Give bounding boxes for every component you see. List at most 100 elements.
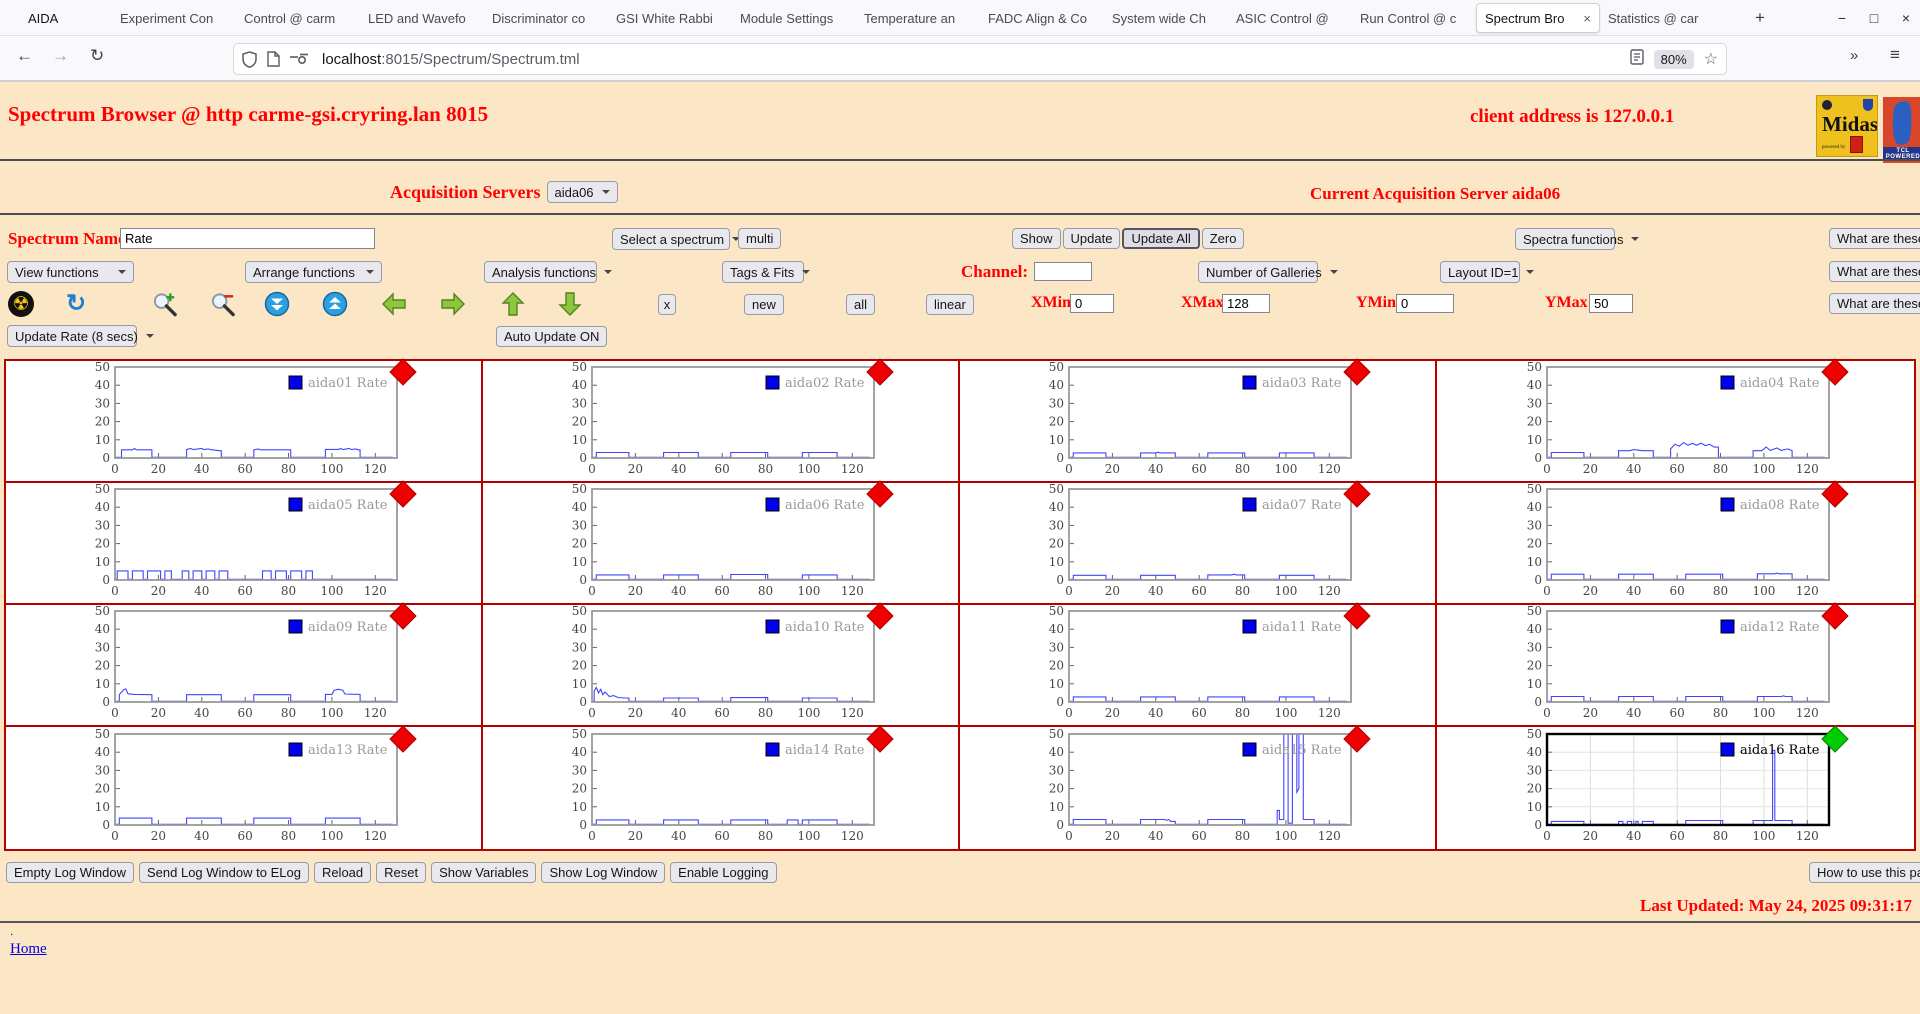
refresh-icon[interactable]: ↻ — [65, 290, 87, 317]
select-spectrum-dropdown[interactable]: Select a spectrum — [612, 228, 730, 250]
spectrum-plot-aida06[interactable]: 0 10 20 30 40 50 0 20 40 60 80 100 120 aida06 Rate — [556, 480, 894, 601]
tab-led-and-wavefo[interactable]: LED and Wavefo — [360, 3, 484, 33]
gallery-cell-aida11[interactable]: 0 10 20 30 40 50 0 20 40 60 80 100 120 aida11 Rate — [960, 602, 1437, 727]
show-log-window-button[interactable]: Show Log Window — [541, 862, 666, 883]
url-bar[interactable]: localhost:8015/Spectrum/Spectrum.tml 80%… — [233, 43, 1727, 75]
xmax-input[interactable] — [1222, 294, 1270, 313]
spectrum-name-input[interactable] — [120, 228, 375, 249]
show-button[interactable]: Show — [1012, 228, 1061, 249]
permissions-icon[interactable] — [290, 53, 308, 65]
reload-button[interactable]: Reload — [313, 862, 372, 883]
xmin-input[interactable] — [1070, 294, 1114, 313]
tab-module-settings[interactable]: Module Settings — [732, 3, 856, 33]
spectrum-plot-aida16[interactable]: 0 10 20 30 40 50 0 20 40 60 80 100 120 aida16 Rate — [1511, 725, 1849, 846]
number-of-galleries-dropdown[interactable]: Number of Galleries — [1198, 261, 1322, 283]
tab-discriminator-co[interactable]: Discriminator co — [484, 3, 608, 33]
multi-button[interactable]: multi — [738, 228, 782, 249]
scroll-down-icon[interactable] — [264, 291, 290, 317]
hamburger-menu-icon[interactable]: ≡ — [1890, 45, 1900, 64]
gallery-cell-aida09[interactable]: 0 10 20 30 40 50 0 20 40 60 80 100 120 aida09 Rate — [6, 602, 483, 727]
gallery-cell-aida05[interactable]: 0 10 20 30 40 50 0 20 40 60 80 100 120 aida05 Rate — [6, 480, 483, 605]
gallery-cell-aida08[interactable]: 0 10 20 30 40 50 0 20 40 60 80 100 120 aida08 Rate — [1437, 480, 1914, 605]
analysis-functions-dropdown[interactable]: Analysis functions — [484, 261, 597, 283]
arrange-functions-dropdown[interactable]: Arrange functions — [245, 261, 382, 283]
gallery-cell-aida04[interactable]: 0 10 20 30 40 50 0 20 40 60 80 100 120 aida04 Rate — [1437, 358, 1914, 483]
maximize-icon[interactable]: □ — [1869, 10, 1879, 26]
new-tab-button[interactable]: + — [1755, 8, 1765, 27]
gallery-cell-aida02[interactable]: 0 10 20 30 40 50 0 20 40 60 80 100 120 aida02 Rate — [483, 358, 960, 483]
spectrum-plot-aida15[interactable]: 0 10 20 30 40 50 0 20 40 60 80 100 120 aida15 Rate — [1033, 725, 1371, 846]
spectrum-plot-aida04[interactable]: 0 10 20 30 40 50 0 20 40 60 80 100 120 aida04 Rate — [1511, 358, 1849, 479]
ymax-input[interactable] — [1589, 294, 1633, 313]
empty-log-window-button[interactable]: Empty Log Window — [6, 862, 134, 883]
reload-icon[interactable]: ↻ — [90, 46, 105, 65]
minimize-icon[interactable]: − — [1837, 10, 1847, 26]
arrow-right-icon[interactable] — [440, 291, 466, 317]
tags-fits-dropdown[interactable]: Tags & Fits — [722, 261, 804, 283]
what-are-these-button-1[interactable]: What are these? — [1829, 228, 1920, 249]
show-variables-button[interactable]: Show Variables — [431, 862, 537, 883]
gallery-cell-aida16[interactable]: 0 10 20 30 40 50 0 20 40 60 80 100 120 aida16 Rate — [1437, 725, 1914, 849]
update-all-button[interactable]: Update All — [1122, 228, 1200, 249]
linear-button[interactable]: linear — [926, 294, 974, 315]
forward-icon[interactable]: → — [52, 46, 69, 65]
gallery-cell-aida07[interactable]: 0 10 20 30 40 50 0 20 40 60 80 100 120 aida07 Rate — [960, 480, 1437, 605]
gallery-cell-aida03[interactable]: 0 10 20 30 40 50 0 20 40 60 80 100 120 aida03 Rate — [960, 358, 1437, 483]
gallery-cell-aida15[interactable]: 0 10 20 30 40 50 0 20 40 60 80 100 120 aida15 Rate — [960, 725, 1437, 849]
how-to-use-button[interactable]: How to use this page — [1809, 862, 1920, 883]
tab-asic-control[interactable]: ASIC Control @ — [1228, 3, 1352, 33]
spectrum-plot-aida02[interactable]: 0 10 20 30 40 50 0 20 40 60 80 100 120 aida02 Rate — [556, 358, 894, 479]
gallery-cell-aida01[interactable]: 0 10 20 30 40 50 0 20 40 60 80 100 120 aida01 Rate — [6, 358, 483, 483]
layout-id-dropdown[interactable]: Layout ID=1 — [1440, 261, 1520, 283]
zoom-in-icon[interactable] — [152, 291, 178, 317]
zoom-out-icon[interactable] — [210, 291, 236, 317]
gallery-cell-aida06[interactable]: 0 10 20 30 40 50 0 20 40 60 80 100 120 aida06 Rate — [483, 480, 960, 605]
what-are-these-button-2[interactable]: What are these? — [1829, 261, 1920, 282]
spectrum-plot-aida10[interactable]: 0 10 20 30 40 50 0 20 40 60 80 100 120 aida10 Rate — [556, 602, 894, 723]
arrow-up-icon[interactable] — [500, 291, 526, 317]
all-button[interactable]: all — [846, 294, 876, 315]
new-button[interactable]: new — [744, 294, 784, 315]
spectrum-plot-aida13[interactable]: 0 10 20 30 40 50 0 20 40 60 80 100 120 aida13 Rate — [79, 725, 417, 846]
tab-fadc-align-co[interactable]: FADC Align & Co — [980, 3, 1104, 33]
overflow-menu-icon[interactable]: » — [1850, 47, 1858, 64]
spectrum-plot-aida12[interactable]: 0 10 20 30 40 50 0 20 40 60 80 100 120 aida12 Rate — [1511, 602, 1849, 723]
tab-control-carm[interactable]: Control @ carm — [236, 3, 360, 33]
spectra-functions-dropdown[interactable]: Spectra functions — [1515, 228, 1623, 250]
spectrum-plot-aida05[interactable]: 0 10 20 30 40 50 0 20 40 60 80 100 120 aida05 Rate — [79, 480, 417, 601]
tab-statistics-car[interactable]: Statistics @ car — [1600, 3, 1724, 33]
home-link[interactable]: Home — [10, 941, 47, 957]
spectrum-plot-aida08[interactable]: 0 10 20 30 40 50 0 20 40 60 80 100 120 aida08 Rate — [1511, 480, 1849, 601]
spectrum-plot-aida11[interactable]: 0 10 20 30 40 50 0 20 40 60 80 100 120 aida11 Rate — [1033, 602, 1371, 723]
tab-experiment-con[interactable]: Experiment Con — [112, 3, 236, 33]
send-log-window-to-elog-button[interactable]: Send Log Window to ELog — [139, 862, 309, 883]
midas-logo[interactable]: Midas powered by — [1816, 95, 1878, 157]
gallery-cell-aida13[interactable]: 0 10 20 30 40 50 0 20 40 60 80 100 120 aida13 Rate — [6, 725, 483, 849]
x-button[interactable]: x — [658, 294, 676, 315]
arrow-down-icon[interactable] — [557, 291, 583, 317]
tab-temperature-an[interactable]: Temperature an — [856, 3, 980, 33]
gallery-cell-aida14[interactable]: 0 10 20 30 40 50 0 20 40 60 80 100 120 aida14 Rate — [483, 725, 960, 849]
tab-system-wide-ch[interactable]: System wide Ch — [1104, 3, 1228, 33]
zero-button[interactable]: Zero — [1201, 228, 1245, 249]
spectrum-plot-aida09[interactable]: 0 10 20 30 40 50 0 20 40 60 80 100 120 aida09 Rate — [79, 602, 417, 723]
tab-run-control-c[interactable]: Run Control @ c — [1352, 3, 1476, 33]
spectrum-plot-aida01[interactable]: 0 10 20 30 40 50 0 20 40 60 80 100 120 aida01 Rate — [79, 358, 417, 479]
tab-close-icon[interactable]: × — [1583, 10, 1591, 26]
close-icon[interactable]: × — [1901, 10, 1911, 26]
enable-logging-button[interactable]: Enable Logging — [670, 862, 777, 883]
tab-spectrum-bro[interactable]: Spectrum Bro × — [1476, 3, 1600, 33]
reader-mode-icon[interactable] — [1629, 48, 1644, 70]
what-are-these-button-3[interactable]: What are these? — [1829, 293, 1920, 314]
spectrum-plot-aida03[interactable]: 0 10 20 30 40 50 0 20 40 60 80 100 120 aida03 Rate — [1033, 358, 1371, 479]
update-button[interactable]: Update — [1062, 228, 1121, 249]
radiation-icon[interactable]: ☢ — [8, 291, 34, 317]
channel-input[interactable] — [1034, 262, 1092, 281]
view-functions-dropdown[interactable]: View functions — [7, 261, 134, 283]
acquisition-server-select[interactable]: aida06 — [546, 181, 618, 203]
zoom-level-badge[interactable]: 80% — [1653, 49, 1694, 69]
gallery-cell-aida10[interactable]: 0 10 20 30 40 50 0 20 40 60 80 100 120 aida10 Rate — [483, 602, 960, 727]
page-info-icon[interactable] — [267, 51, 280, 67]
back-icon[interactable]: ← — [16, 46, 33, 65]
scroll-up-icon[interactable] — [322, 291, 348, 317]
